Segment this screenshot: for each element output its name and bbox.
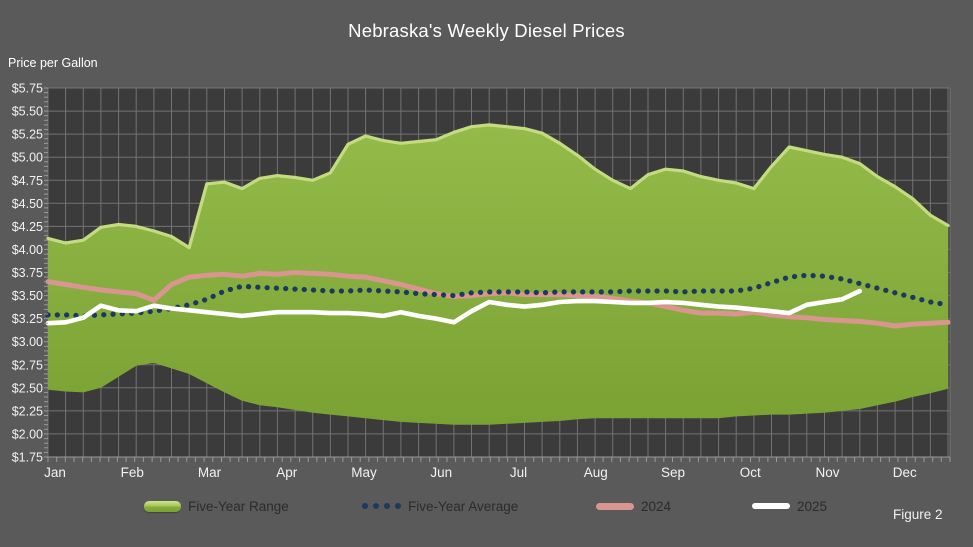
x-tick-label: Sep xyxy=(661,465,685,480)
y-tick-label: $5.50 xyxy=(12,105,43,119)
x-tick-label: Apr xyxy=(276,465,298,480)
x-tick-label: Oct xyxy=(740,465,761,480)
five-year-average-dots-icon xyxy=(362,503,401,509)
legend-item-2025: 2025 xyxy=(752,498,827,514)
y-tick-label: $4.00 xyxy=(12,243,43,257)
y-tick-label: $2.25 xyxy=(12,404,43,418)
y-tick-label: $3.25 xyxy=(12,312,43,326)
x-tick-label: May xyxy=(351,465,377,480)
y-tick-label: $2.50 xyxy=(12,381,43,395)
x-tick-label: Feb xyxy=(121,465,144,480)
y-tick-label: $2.00 xyxy=(12,427,43,441)
y-tick-label: $5.00 xyxy=(12,151,43,165)
legend-label: Five-Year Average xyxy=(408,498,519,514)
x-tick-label: Nov xyxy=(815,465,839,480)
x-tick-label: Aug xyxy=(584,465,608,480)
x-tick-label: Mar xyxy=(198,465,222,480)
legend-item-five-year-average: Five-Year Average xyxy=(362,498,518,514)
x-tick-label: Jun xyxy=(430,465,452,480)
y-tick-label: $5.75 xyxy=(12,82,43,96)
line-2024-swatch-icon xyxy=(596,502,634,510)
y-axis-labels: $5.75 $5.50 $5.25 $5.00 $4.75 $4.50 $4.25 $4.00… xyxy=(12,82,43,465)
x-axis-labels: Jan Feb Mar Apr May Jun Jul Aug Sep Oct Nov Dec xyxy=(44,465,917,480)
x-tick-label: Jul xyxy=(510,465,527,480)
y-tick-label: $2.75 xyxy=(12,358,43,372)
y-tick-label: $3.00 xyxy=(12,335,43,349)
five-year-average-line xyxy=(45,272,951,319)
axis-ticks xyxy=(44,87,951,462)
legend-label: 2025 xyxy=(797,498,828,514)
figure-number-label: Figure 2 xyxy=(893,507,943,522)
legend-item-2024: 2024 xyxy=(596,498,671,514)
five-year-range-top-edge xyxy=(46,123,950,250)
five-year-range-swatch-icon xyxy=(144,500,181,512)
line-2025-swatch-icon xyxy=(752,503,790,509)
legend-label: 2024 xyxy=(641,498,672,514)
y-tick-label: $4.50 xyxy=(12,197,43,211)
line-2025 xyxy=(45,288,863,326)
legend-item-five-year-range: Five-Year Range xyxy=(144,498,289,514)
y-axis-title: Price per Gallon xyxy=(8,56,98,70)
five-year-range-area xyxy=(48,124,948,425)
x-tick-label: Jan xyxy=(44,465,66,480)
y-tick-label: $4.75 xyxy=(12,174,43,188)
y-tick-label: $3.75 xyxy=(12,266,43,280)
chart-title: Nebraska's Weekly Diesel Prices xyxy=(348,20,625,41)
y-tick-label: $3.50 xyxy=(12,289,43,303)
y-tick-label: $1.75 xyxy=(12,451,43,465)
legend-label: Five-Year Range xyxy=(188,498,289,514)
x-tick-label: Dec xyxy=(893,465,917,480)
y-tick-label: $4.25 xyxy=(12,220,43,234)
y-tick-label: $5.25 xyxy=(12,128,43,142)
